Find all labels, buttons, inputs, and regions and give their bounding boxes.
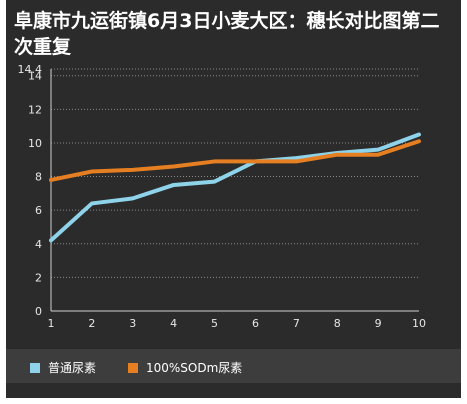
x-tick-label: 1 — [48, 317, 55, 330]
legend: 普通尿素 100%SODm尿素 — [6, 349, 461, 383]
y-tick-label: 4 — [35, 238, 42, 251]
y-tick-label: 8 — [35, 171, 42, 184]
y-tick-label: 14.4 — [18, 63, 43, 76]
x-tick-label: 9 — [375, 317, 382, 330]
x-tick-label: 4 — [170, 317, 177, 330]
x-tick-labels: 1 2 3 4 5 6 7 8 9 10 — [48, 317, 427, 330]
legend-item-series-1: 普通尿素 — [30, 359, 96, 376]
x-tick-label: 2 — [88, 317, 95, 330]
legend-swatch-series-1 — [30, 362, 40, 373]
legend-label-series-2: 100%SODm尿素 — [146, 361, 243, 375]
x-tick-label: 7 — [293, 317, 300, 330]
series — [49, 132, 421, 243]
x-tick-label: 10 — [412, 317, 426, 330]
y-tick-label: 6 — [35, 204, 42, 217]
y-tick-label: 14 — [28, 70, 42, 83]
series-line-1 — [49, 132, 421, 243]
x-tick-label: 8 — [334, 317, 341, 330]
y-tick-label: 2 — [35, 271, 42, 284]
x-tick-label: 5 — [211, 317, 218, 330]
y-tick-label: 0 — [35, 305, 42, 318]
y-tick-label: 12 — [28, 103, 42, 116]
x-tick-label: 3 — [129, 317, 136, 330]
legend-swatch-series-2 — [128, 362, 138, 373]
chart-title: 阜康市九运街镇6月3日小麦大区：穗长对比图第二次重复 — [14, 10, 440, 58]
axes — [50, 69, 419, 312]
y-tick-label: 10 — [28, 137, 42, 150]
grid — [51, 68, 419, 278]
x-tick-label: 6 — [252, 317, 259, 330]
legend-item-series-2: 100%SODm尿素 — [128, 359, 242, 376]
legend-label-series-1: 普通尿素 — [48, 361, 97, 375]
chart-panel: 阜康市九运街镇6月3日小麦大区：穗长对比图第二次重复 — [6, 0, 461, 398]
series-line-2 — [49, 139, 421, 182]
